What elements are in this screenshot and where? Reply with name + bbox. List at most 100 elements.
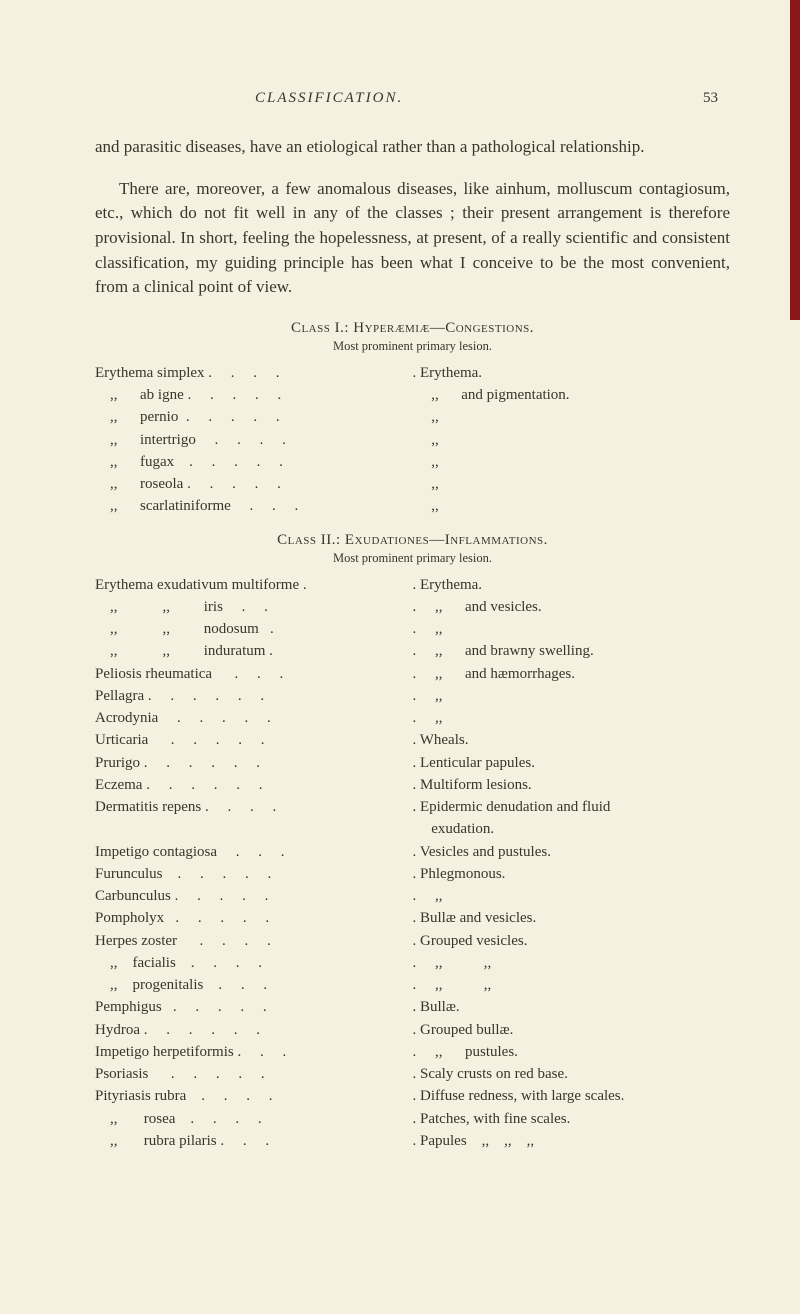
lesion-description-cell: . Bullæ and vesicles. bbox=[413, 907, 731, 929]
table-row: Urticaria . . . . .. Wheals. bbox=[95, 729, 730, 751]
table-row: Pompholyx . . . . .. Bullæ and vesicles. bbox=[95, 907, 730, 929]
table-row: ,, facialis . . . .. ,, ,, bbox=[95, 952, 730, 974]
lesion-name-cell: ,, facialis . . . . bbox=[95, 952, 413, 974]
class-1-table: Erythema simplex . . . .. Erythema. ,, a… bbox=[95, 362, 730, 518]
table-row: ,, fugax . . . . . ,, bbox=[95, 451, 730, 473]
table-row: Pemphigus . . . . .. Bullæ. bbox=[95, 996, 730, 1018]
lesion-description-cell: . ,, ,, bbox=[413, 952, 731, 974]
lesion-name-cell: Dermatitis repens . . . . bbox=[95, 796, 413, 818]
paragraph-2: There are, moreover, a few anomalous dis… bbox=[95, 177, 730, 300]
lesion-name-cell: Pellagra . . . . . . bbox=[95, 685, 413, 707]
lesion-name-cell: ,, ,, iris . . bbox=[95, 596, 413, 618]
lesion-description-cell: . Grouped bullæ. bbox=[413, 1019, 731, 1041]
table-row: Acrodynia . . . . .. ,, bbox=[95, 707, 730, 729]
lesion-description-cell: exudation. bbox=[413, 818, 731, 840]
lesion-description-cell: . ,, and hæmorrhages. bbox=[413, 663, 731, 685]
table-row: Erythema exudativum multiforme .. Erythe… bbox=[95, 574, 730, 596]
table-row: Eczema . . . . . .. Multiform lesions. bbox=[95, 774, 730, 796]
lesion-description-cell: . Multiform lesions. bbox=[413, 774, 731, 796]
lesion-name-cell: Impetigo contagiosa . . . bbox=[95, 841, 413, 863]
lesion-name-cell: ,, ,, nodosum . bbox=[95, 618, 413, 640]
table-row: ,, progenitalis . . .. ,, ,, bbox=[95, 974, 730, 996]
table-row: ,, intertrigo . . . . ,, bbox=[95, 429, 730, 451]
table-row: ,, ,, iris . .. ,, and vesicles. bbox=[95, 596, 730, 618]
lesion-name-cell: ,, ,, induratum . bbox=[95, 640, 413, 662]
lesion-description-cell: . Papules ,, ,, ,, bbox=[413, 1130, 731, 1152]
lesion-name-cell: Pityriasis rubra . . . . bbox=[95, 1085, 413, 1107]
class-2-subheading: Most prominent primary lesion. bbox=[95, 551, 730, 566]
lesion-description-cell: . ,, bbox=[413, 685, 731, 707]
lesion-name-cell: Pemphigus . . . . . bbox=[95, 996, 413, 1018]
lesion-name-cell: Psoriasis . . . . . bbox=[95, 1063, 413, 1085]
table-row: ,, pernio . . . . . ,, bbox=[95, 406, 730, 428]
table-row: Pityriasis rubra . . . .. Diffuse rednes… bbox=[95, 1085, 730, 1107]
lesion-name-cell: Acrodynia . . . . . bbox=[95, 707, 413, 729]
lesion-name-cell: Herpes zoster . . . . bbox=[95, 930, 413, 952]
lesion-description-cell: ,, bbox=[413, 451, 731, 473]
table-row: Erythema simplex . . . .. Erythema. bbox=[95, 362, 730, 384]
lesion-name-cell: Pompholyx . . . . . bbox=[95, 907, 413, 929]
lesion-description-cell: . ,, pustules. bbox=[413, 1041, 731, 1063]
lesion-name-cell: Erythema simplex . . . . bbox=[95, 362, 413, 384]
lesion-description-cell: . Wheals. bbox=[413, 729, 731, 751]
lesion-name-cell: ,, intertrigo . . . . bbox=[95, 429, 413, 451]
lesion-description-cell: ,, and pigmentation. bbox=[413, 384, 731, 406]
class-1-heading: Class I.: Hyperæmiæ—Congestions. bbox=[95, 320, 730, 337]
table-row: Furunculus . . . . .. Phlegmonous. bbox=[95, 863, 730, 885]
lesion-description-cell: ,, bbox=[413, 406, 731, 428]
lesion-name-cell: Erythema exudativum multiforme . bbox=[95, 574, 413, 596]
table-row: Peliosis rheumatica . . .. ,, and hæmorr… bbox=[95, 663, 730, 685]
table-row: Psoriasis . . . . .. Scaly crusts on red… bbox=[95, 1063, 730, 1085]
lesion-name-cell: Furunculus . . . . . bbox=[95, 863, 413, 885]
table-row: ,, roseola . . . . . ,, bbox=[95, 473, 730, 495]
lesion-description-cell: . Bullæ. bbox=[413, 996, 731, 1018]
lesion-name-cell: ,, pernio . . . . . bbox=[95, 406, 413, 428]
lesion-description-cell: . Erythema. bbox=[413, 574, 731, 596]
lesion-name-cell: Urticaria . . . . . bbox=[95, 729, 413, 751]
table-row: ,, scarlatiniforme . . . ,, bbox=[95, 495, 730, 517]
table-row: Herpes zoster . . . .. Grouped vesicles. bbox=[95, 930, 730, 952]
lesion-description-cell: . Lenticular papules. bbox=[413, 752, 731, 774]
table-row: Hydroa . . . . . .. Grouped bullæ. bbox=[95, 1019, 730, 1041]
page-number: 53 bbox=[703, 90, 718, 107]
table-row: ,, ,, nodosum .. ,, bbox=[95, 618, 730, 640]
table-row: ,, rosea . . . .. Patches, with fine sca… bbox=[95, 1108, 730, 1130]
lesion-description-cell: ,, bbox=[413, 429, 731, 451]
class-1-subheading: Most prominent primary lesion. bbox=[95, 339, 730, 354]
lesion-description-cell: . ,, and brawny swelling. bbox=[413, 640, 731, 662]
table-row: Impetigo herpetiformis . . .. ,, pustule… bbox=[95, 1041, 730, 1063]
table-row: exudation. bbox=[95, 818, 730, 840]
lesion-description-cell: . Diffuse redness, with large scales. bbox=[413, 1085, 731, 1107]
lesion-name-cell: ,, fugax . . . . . bbox=[95, 451, 413, 473]
running-header: CLASSIFICATION. 53 bbox=[95, 90, 730, 107]
lesion-name-cell: Eczema . . . . . . bbox=[95, 774, 413, 796]
table-row: ,, rubra pilaris . . .. Papules ,, ,, ,, bbox=[95, 1130, 730, 1152]
class-2-table: Erythema exudativum multiforme .. Erythe… bbox=[95, 574, 730, 1153]
lesion-name-cell: Peliosis rheumatica . . . bbox=[95, 663, 413, 685]
lesion-description-cell: . ,, bbox=[413, 707, 731, 729]
lesion-description-cell: . ,, bbox=[413, 885, 731, 907]
lesion-description-cell: ,, bbox=[413, 473, 731, 495]
lesion-name-cell: Hydroa . . . . . . bbox=[95, 1019, 413, 1041]
lesion-name-cell: ,, progenitalis . . . bbox=[95, 974, 413, 996]
lesion-name-cell: ,, roseola . . . . . bbox=[95, 473, 413, 495]
lesion-description-cell: . Scaly crusts on red base. bbox=[413, 1063, 731, 1085]
lesion-description-cell: . Vesicles and pustules. bbox=[413, 841, 731, 863]
lesion-name-cell: ,, rosea . . . . bbox=[95, 1108, 413, 1130]
table-row: Dermatitis repens . . . .. Epidermic den… bbox=[95, 796, 730, 818]
table-row: Prurigo . . . . . .. Lenticular papules. bbox=[95, 752, 730, 774]
class-2-heading: Class II.: Exudationes—Inflammations. bbox=[95, 532, 730, 549]
lesion-name-cell: Prurigo . . . . . . bbox=[95, 752, 413, 774]
table-row: ,, ,, induratum .. ,, and brawny swellin… bbox=[95, 640, 730, 662]
table-row: Impetigo contagiosa . . .. Vesicles and … bbox=[95, 841, 730, 863]
header-title: CLASSIFICATION. bbox=[255, 90, 403, 107]
lesion-description-cell: . ,, bbox=[413, 618, 731, 640]
paragraph-1: and parasitic diseases, have an etiologi… bbox=[95, 135, 730, 160]
lesion-description-cell: . Patches, with fine scales. bbox=[413, 1108, 731, 1130]
lesion-description-cell: . Phlegmonous. bbox=[413, 863, 731, 885]
lesion-name-cell: ,, ab igne . . . . . bbox=[95, 384, 413, 406]
lesion-description-cell: . Epidermic denudation and fluid bbox=[413, 796, 731, 818]
lesion-name-cell: Impetigo herpetiformis . . . bbox=[95, 1041, 413, 1063]
lesion-description-cell: . Grouped vesicles. bbox=[413, 930, 731, 952]
lesion-description-cell: . ,, and vesicles. bbox=[413, 596, 731, 618]
